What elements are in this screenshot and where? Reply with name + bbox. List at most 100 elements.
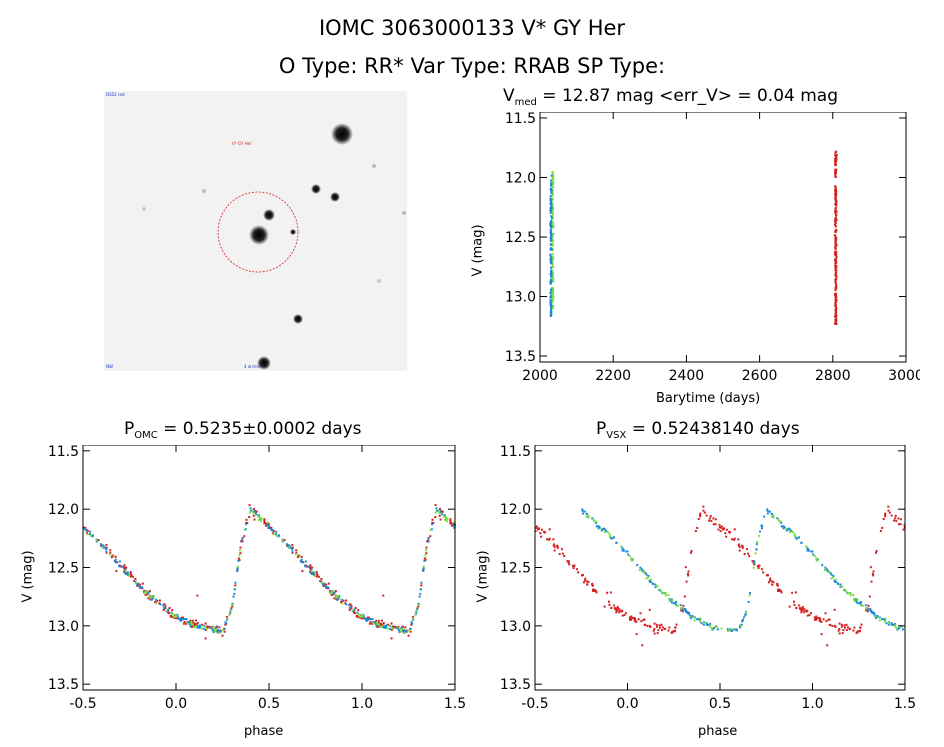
- data-point-green: [551, 243, 554, 246]
- data-point-blue: [747, 600, 750, 603]
- data-point-green: [152, 597, 155, 600]
- data-point-blue: [550, 217, 553, 220]
- data-point-red: [672, 630, 675, 633]
- data-point-blue: [114, 558, 117, 561]
- data-point-red: [835, 159, 838, 162]
- data-point-green: [357, 613, 360, 616]
- data-point-blue: [731, 630, 734, 633]
- data-point-red: [835, 277, 838, 280]
- data-point-green: [452, 521, 455, 524]
- data-point-green: [260, 517, 263, 520]
- data-point-blue: [431, 523, 434, 526]
- data-point-green: [332, 590, 335, 593]
- data-point-blue: [826, 569, 829, 572]
- data-point-green: [552, 224, 555, 227]
- data-point-blue: [549, 222, 552, 225]
- data-point-red: [572, 567, 575, 570]
- data-point-red: [834, 246, 837, 249]
- data-point-blue: [549, 228, 552, 231]
- data-point-blue: [159, 603, 162, 606]
- data-point-green: [165, 609, 168, 612]
- data-point-red: [743, 553, 746, 556]
- data-point-red: [822, 618, 825, 621]
- data-point-blue: [807, 548, 810, 551]
- data-point-red: [610, 606, 613, 609]
- data-point-blue: [382, 626, 385, 629]
- data-point-blue: [245, 523, 248, 526]
- sky-image: DSS2 red V* GY Her NW 4 arcmin: [104, 91, 407, 371]
- data-point-red: [243, 535, 246, 538]
- x-tick-label: 0.5: [709, 696, 731, 712]
- data-point-red: [768, 579, 771, 582]
- data-point-blue: [549, 294, 552, 297]
- data-point-blue: [790, 530, 793, 533]
- data-point-green: [108, 553, 111, 556]
- data-point-green: [658, 588, 661, 591]
- data-point-red: [684, 566, 687, 569]
- data-point-blue: [625, 550, 628, 553]
- data-point-red: [737, 544, 740, 547]
- data-point-red: [834, 168, 837, 171]
- data-point-blue: [341, 598, 344, 601]
- data-point-red: [779, 589, 782, 592]
- data-point-green: [754, 552, 757, 555]
- data-point-red: [586, 580, 589, 583]
- data-point-red: [699, 515, 702, 518]
- data-point-blue: [427, 540, 430, 543]
- data-point-blue: [871, 611, 874, 614]
- data-point-blue: [124, 571, 127, 574]
- data-point-green: [551, 292, 554, 295]
- data-point-green: [676, 604, 679, 607]
- data-point-blue: [855, 601, 858, 604]
- data-point-red: [248, 516, 251, 519]
- data-point-blue: [249, 507, 252, 510]
- data-point-red: [652, 629, 655, 632]
- data-point-blue: [219, 630, 222, 633]
- y-tick-label: 11.5: [505, 112, 536, 127]
- data-point-green: [853, 597, 856, 600]
- data-point-blue: [855, 599, 858, 602]
- data-point-red: [577, 571, 580, 574]
- data-point-red: [834, 195, 837, 198]
- data-point-red: [263, 518, 266, 521]
- data-point-red: [860, 623, 863, 626]
- data-point-green: [592, 518, 595, 521]
- y-tick-label: 13.5: [48, 677, 79, 693]
- data-point-green: [667, 594, 670, 597]
- data-point-blue: [323, 582, 326, 585]
- data-point-red: [842, 629, 845, 632]
- data-point-blue: [105, 550, 108, 553]
- data-point-red: [438, 507, 441, 510]
- data-point-red: [872, 574, 875, 577]
- data-point-red: [105, 551, 108, 554]
- data-point-blue: [383, 626, 386, 629]
- data-point-green: [709, 626, 712, 629]
- data-point-red: [852, 629, 855, 632]
- data-point-blue: [254, 511, 257, 514]
- data-point-red: [350, 604, 353, 607]
- data-point-red: [616, 606, 619, 609]
- data-point-red: [803, 611, 806, 614]
- data-point-blue: [670, 601, 673, 604]
- data-point-red: [185, 622, 188, 625]
- data-point-blue: [549, 299, 552, 302]
- data-point-blue: [84, 527, 87, 530]
- data-point-red: [239, 552, 242, 555]
- data-point-blue: [549, 254, 552, 257]
- phase-vsx-xlabel: phase: [698, 724, 738, 739]
- data-point-blue: [440, 511, 443, 514]
- data-point-green: [789, 531, 792, 534]
- data-point-red: [834, 156, 837, 159]
- data-point-red: [630, 618, 633, 621]
- data-point-blue: [348, 604, 351, 607]
- data-point-green: [711, 627, 714, 630]
- data-point-red: [800, 611, 803, 614]
- data-point-blue: [208, 626, 211, 629]
- data-point-green: [758, 534, 761, 537]
- data-point-red: [310, 566, 313, 569]
- x-tick-label: 3000: [888, 368, 920, 384]
- data-point-blue: [760, 527, 763, 530]
- data-point-green: [551, 264, 554, 267]
- data-point-red: [405, 629, 408, 632]
- data-point-blue: [121, 565, 124, 568]
